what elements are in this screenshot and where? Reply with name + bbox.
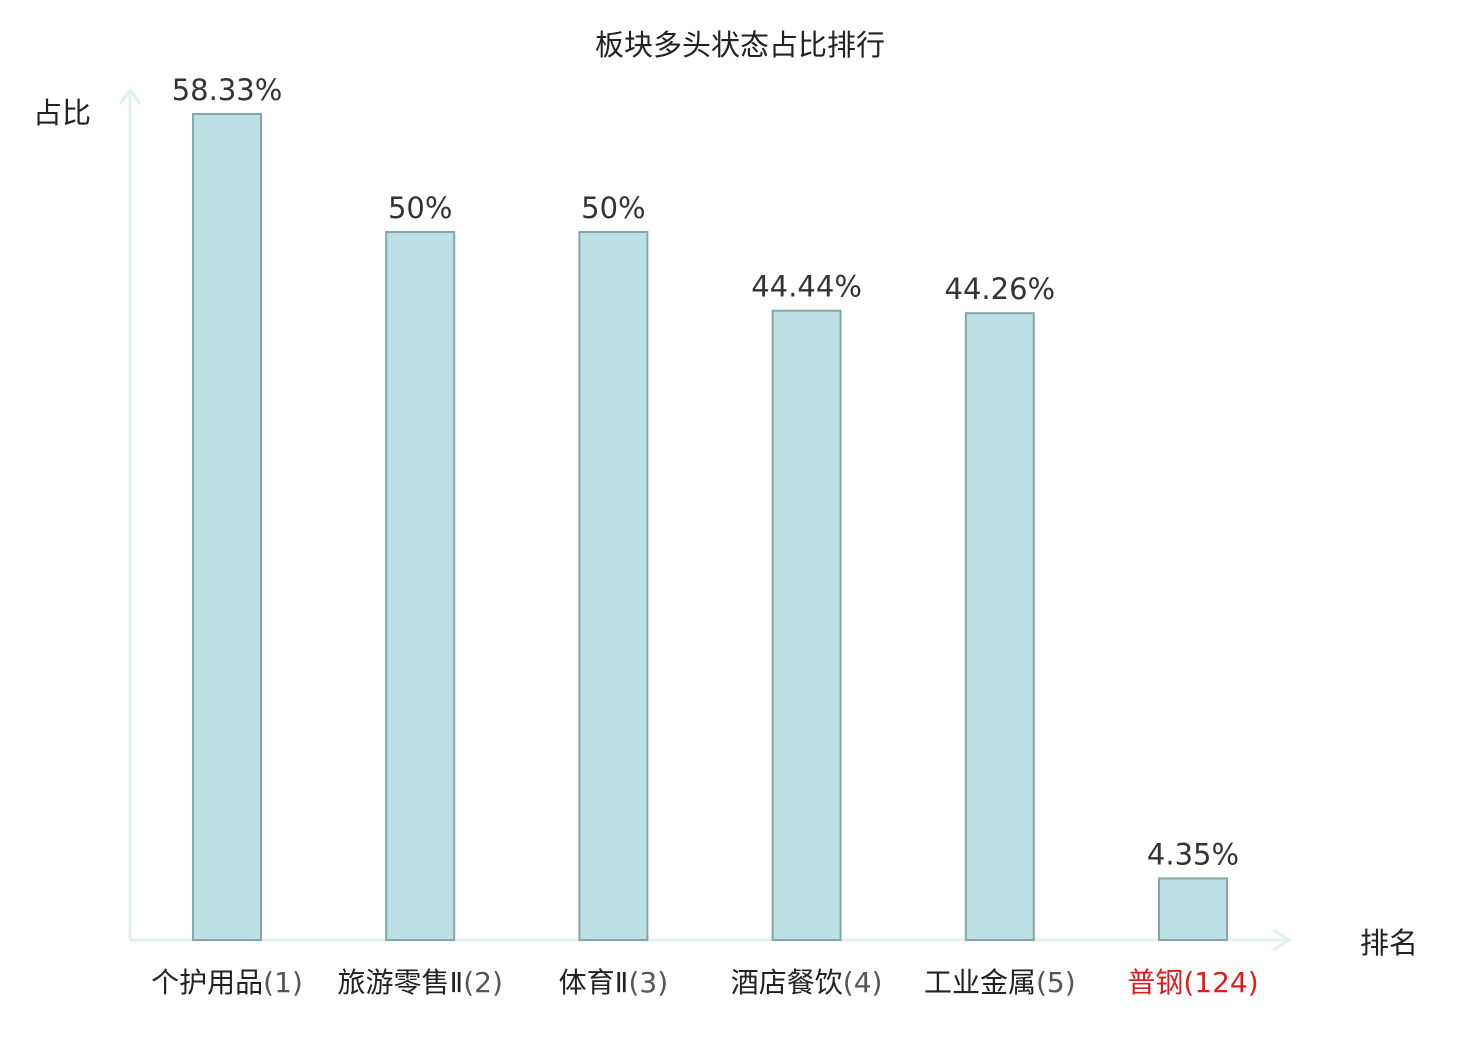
category-name: 工业金属: [923, 966, 1036, 999]
category-name: 酒店餐饮: [730, 966, 843, 999]
value-label-6: 4.35%: [1147, 837, 1239, 871]
category-rank: (124): [1183, 966, 1259, 999]
bar-4: [771, 309, 842, 941]
value-label-2: 50%: [388, 191, 452, 225]
category-label-6: 普钢(124): [1098, 966, 1288, 999]
value-label-group: 58.33% 50% 50% 44.44% 44.26% 4.35%: [172, 73, 1239, 871]
y-axis-label: 占比: [33, 96, 92, 130]
chart-title: 板块多头状态占比排行: [594, 28, 885, 62]
category-name: 普钢: [1127, 966, 1184, 999]
y-axis-arrow: [118, 87, 142, 105]
category-label-1: 个护用品(1): [132, 966, 322, 999]
category-rank: (1): [263, 966, 303, 999]
category-name: 体育Ⅱ: [558, 966, 629, 999]
bar-5: [964, 312, 1035, 941]
category-label-3: 体育Ⅱ(3): [518, 966, 708, 999]
bar-3: [578, 231, 649, 941]
x-axis-label: 排名: [1360, 926, 1419, 960]
category-name: 旅游零售Ⅱ: [337, 966, 464, 999]
category-rank: (3): [628, 966, 669, 999]
bar-group: [192, 113, 1228, 942]
bar-6: [1158, 877, 1228, 942]
category-rank: (5): [1035, 966, 1076, 999]
category-label-4: 酒店餐饮(4): [712, 966, 902, 999]
category-label-2: 旅游零售Ⅱ(2): [325, 966, 515, 999]
axes: [118, 87, 1292, 952]
x-axis-arrow: [1272, 928, 1292, 952]
bar-2: [385, 231, 456, 941]
category-rank: (4): [842, 966, 883, 999]
bar-1: [192, 113, 262, 941]
value-label-1: 58.33%: [172, 73, 283, 107]
value-label-4: 44.44%: [751, 270, 862, 304]
category-rank: (2): [463, 966, 503, 999]
value-label-5: 44.26%: [945, 272, 1056, 306]
value-label-3: 50%: [581, 191, 645, 225]
category-label-5: 工业金属(5): [905, 966, 1095, 999]
category-name: 个护用品: [151, 966, 264, 999]
